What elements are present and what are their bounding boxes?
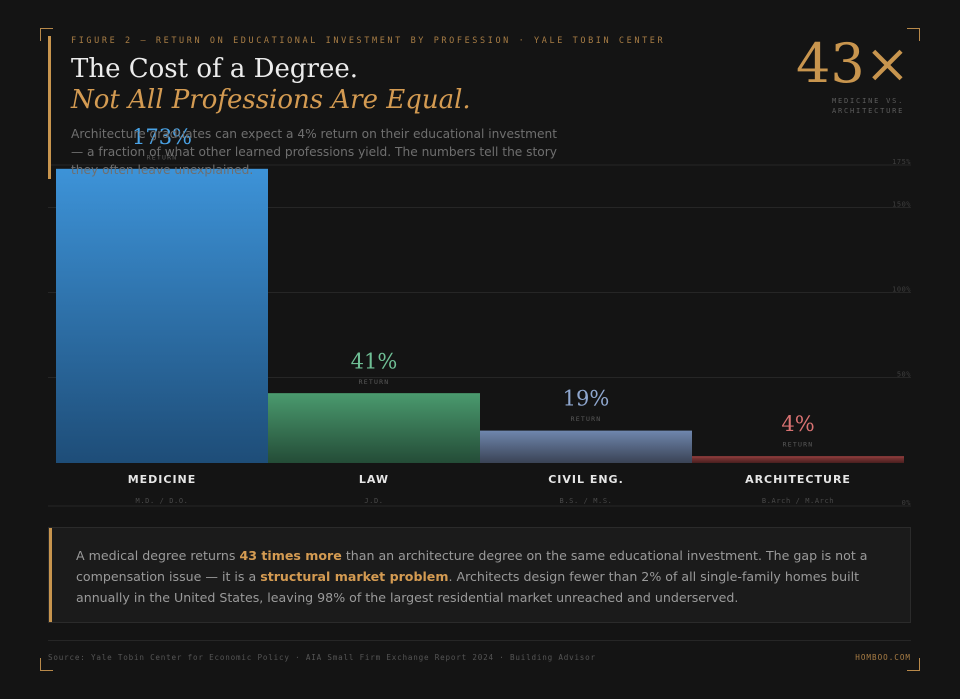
y-tick-label: 150%: [892, 201, 911, 209]
x-degree-label: J.D.: [364, 497, 383, 505]
x-degree-label: M.D. / D.O.: [136, 497, 189, 505]
callout-text-part1: A medical degree returns: [76, 548, 240, 563]
x-degree-label: B.Arch / M.Arch: [762, 497, 834, 505]
headline-stat-caption-line2: ARCHITECTURE: [832, 106, 905, 115]
bar-value-label: 41%: [351, 349, 398, 373]
headline-stat-caption-line1: MEDICINE VS.: [832, 97, 905, 105]
figure-kicker: FIGURE 2 — RETURN ON EDUCATIONAL INVESTM…: [71, 36, 666, 46]
callout-highlight-problem: structural market problem: [260, 569, 449, 584]
header-accent-bar: [48, 36, 51, 179]
bar: [268, 393, 480, 463]
bar: [480, 430, 692, 463]
footer-brand-link[interactable]: HOMBOO.COM: [855, 653, 911, 662]
headline-stat-caption: MEDICINE VS. ARCHITECTURE: [832, 97, 912, 116]
page-subtitle: Not All Professions Are Equal.: [71, 85, 471, 115]
headline-stat-value: 43×: [796, 32, 910, 95]
y-tick-label: 50%: [897, 371, 911, 379]
footer-sources: Source: Yale Tobin Center for Economic P…: [48, 653, 596, 662]
corner-mark-top-left: [40, 28, 53, 41]
callout-text: A medical degree returns 43 times more t…: [76, 545, 888, 608]
y-tick-label: 100%: [892, 286, 911, 294]
bar-value-label: 4%: [781, 412, 814, 436]
bar-value-sublabel: RETURN: [783, 441, 814, 449]
callout-text-part2: than an architecture degree on the same …: [76, 548, 868, 584]
bar-value-sublabel: RETURN: [571, 415, 602, 423]
bar: [56, 168, 268, 463]
x-category-label: LAW: [359, 473, 389, 486]
bar: [692, 456, 904, 463]
bar-value-sublabel: RETURN: [359, 378, 390, 386]
corner-mark-top-right: [907, 28, 920, 41]
page-title: The Cost of a Degree.: [71, 54, 358, 84]
header-description: Architecture graduates can expect a 4% r…: [71, 127, 558, 177]
x-category-label: MEDICINE: [128, 473, 197, 486]
footer-divider: [48, 640, 911, 641]
callout-text-part3: . Architects design fewer than 2% of all…: [76, 569, 860, 605]
corner-mark-bottom-left: [40, 658, 53, 671]
y-tick-label: 175%: [892, 158, 911, 166]
x-category-label: CIVIL ENG.: [548, 473, 624, 486]
x-degree-label: B.S. / M.S.: [560, 497, 613, 505]
x-category-label: ARCHITECTURE: [745, 473, 851, 486]
insight-callout: A medical degree returns 43 times more t…: [48, 527, 911, 623]
corner-mark-bottom-right: [907, 658, 920, 671]
callout-accent-bar: [49, 528, 52, 622]
y-tick-label: 0%: [902, 499, 912, 507]
bar-value-label: 19%: [563, 387, 610, 411]
callout-highlight-ratio: 43 times more: [239, 548, 342, 563]
